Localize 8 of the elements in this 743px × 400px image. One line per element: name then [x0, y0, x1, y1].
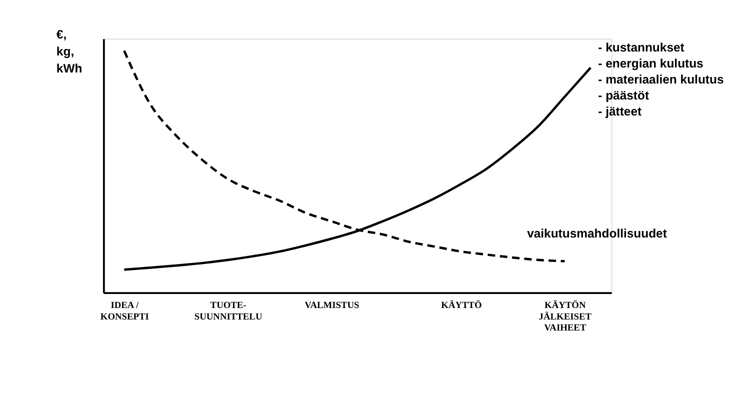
- x-tick-label: TUOTE- SUUNNITTELU: [194, 301, 262, 322]
- y-axis-title: €, kg, kWh: [56, 28, 82, 76]
- x-tick-label: KÄYTTÖ: [441, 300, 482, 312]
- x-tick-label: VALMISTUS: [304, 301, 360, 312]
- x-tick-label: IDEA / KONSEPTI: [100, 301, 150, 322]
- series-label: - kustannukset - energian kulutus - materiaalien kulutus - päästöt - jätteet: [598, 40, 724, 119]
- series-label: vaikutusmahdollisuudet: [527, 226, 667, 241]
- x-tick-label: KÄYTÖN JÄLKEISET VAIHEET: [538, 300, 592, 334]
